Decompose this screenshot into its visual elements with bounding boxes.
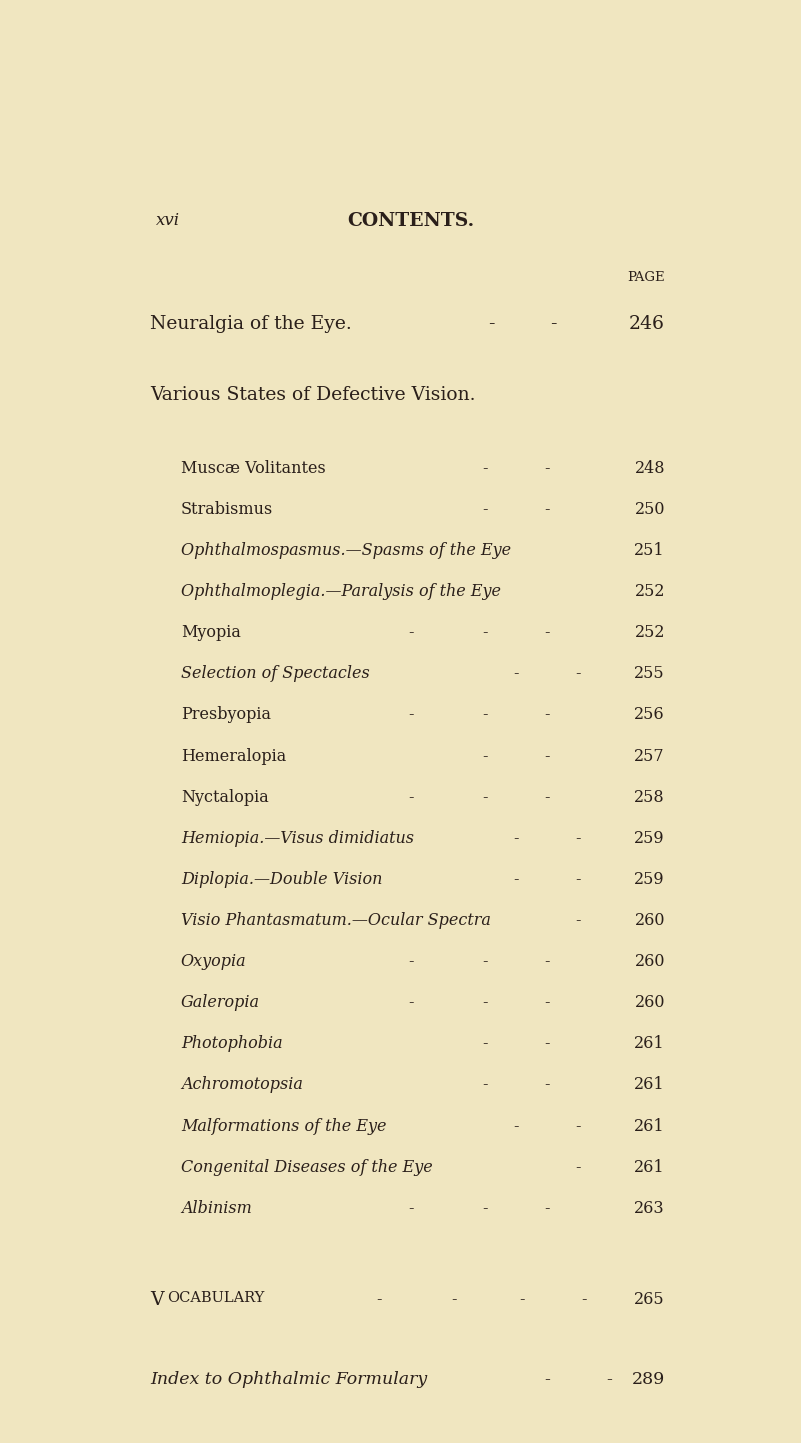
Text: Ophthalmoplegia.—Paralysis of the Eye: Ophthalmoplegia.—Paralysis of the Eye [181,583,501,600]
Text: Neuralgia of the Eye.: Neuralgia of the Eye. [150,316,352,333]
Text: -: - [482,994,488,1012]
Text: -: - [520,1291,525,1307]
Text: -: - [544,1371,550,1388]
Text: CONTENTS.: CONTENTS. [347,212,474,229]
Text: Hemeralopia: Hemeralopia [181,747,286,765]
Text: Congenital Diseases of the Eye: Congenital Diseases of the Eye [181,1159,433,1176]
Text: Muscæ Volitantes: Muscæ Volitantes [181,460,325,476]
Text: Various States of Defective Vision.: Various States of Defective Vision. [150,387,475,404]
Text: 252: 252 [634,583,665,600]
Text: -: - [408,789,413,805]
Text: -: - [482,789,488,805]
Text: 261: 261 [634,1076,665,1094]
Text: 259: 259 [634,872,665,887]
Text: -: - [545,460,549,476]
Text: -: - [408,707,413,723]
Text: -: - [545,1076,549,1094]
Text: -: - [513,830,519,847]
Text: -: - [513,1117,519,1134]
Text: -: - [545,954,549,970]
Text: -: - [582,1291,587,1307]
Text: -: - [545,1199,549,1216]
Text: -: - [545,994,549,1012]
Text: 252: 252 [634,625,665,641]
Text: xvi: xvi [156,212,180,229]
Text: Malformations of the Eye: Malformations of the Eye [181,1117,386,1134]
Text: 261: 261 [634,1159,665,1176]
Text: -: - [545,707,549,723]
Text: Hemiopia.—Visus dimidiatus: Hemiopia.—Visus dimidiatus [181,830,414,847]
Text: -: - [545,501,549,518]
Text: -: - [482,707,488,723]
Text: Photophobia: Photophobia [181,1036,283,1052]
Text: -: - [451,1291,457,1307]
Text: 248: 248 [634,460,665,476]
Text: 250: 250 [634,501,665,518]
Text: -: - [408,994,413,1012]
Text: 251: 251 [634,543,665,558]
Text: -: - [488,316,494,333]
Text: -: - [575,830,581,847]
Text: Ophthalmospasmus.—Spasms of the Eye: Ophthalmospasmus.—Spasms of the Eye [181,543,511,558]
Text: 255: 255 [634,665,665,683]
Text: -: - [550,316,557,333]
Text: -: - [575,912,581,929]
Text: -: - [482,954,488,970]
Text: -: - [482,1199,488,1216]
Text: 260: 260 [634,954,665,970]
Text: Selection of Spectacles: Selection of Spectacles [181,665,369,683]
Text: 259: 259 [634,830,665,847]
Text: 263: 263 [634,1199,665,1216]
Text: 261: 261 [634,1036,665,1052]
Text: -: - [482,747,488,765]
Text: Diplopia.—Double Vision: Diplopia.—Double Vision [181,872,382,887]
Text: PAGE: PAGE [627,271,665,284]
Text: -: - [545,747,549,765]
Text: -: - [482,1076,488,1094]
Text: Galeropia: Galeropia [181,994,260,1012]
Text: -: - [575,872,581,887]
Text: -: - [408,625,413,641]
Text: Albinism: Albinism [181,1199,252,1216]
Text: -: - [408,1199,413,1216]
Text: -: - [513,872,519,887]
Text: 246: 246 [629,316,665,333]
Text: 261: 261 [634,1117,665,1134]
Text: Strabismus: Strabismus [181,501,273,518]
Text: -: - [513,665,519,683]
Text: -: - [482,460,488,476]
Text: Presbyopia: Presbyopia [181,707,271,723]
Text: Index to Ophthalmic Formulary: Index to Ophthalmic Formulary [150,1371,427,1388]
Text: 265: 265 [634,1291,665,1307]
Text: V: V [150,1291,163,1309]
Text: 258: 258 [634,789,665,805]
Text: 260: 260 [634,994,665,1012]
Text: -: - [545,1036,549,1052]
Text: Visio Phantasmatum.—Ocular Spectra: Visio Phantasmatum.—Ocular Spectra [181,912,491,929]
Text: 260: 260 [634,912,665,929]
Text: -: - [575,1159,581,1176]
Text: 289: 289 [632,1371,665,1388]
Text: OCABULARY: OCABULARY [167,1291,264,1304]
Text: Myopia: Myopia [181,625,241,641]
Text: -: - [482,625,488,641]
Text: 257: 257 [634,747,665,765]
Text: -: - [575,665,581,683]
Text: -: - [482,501,488,518]
Text: Nyctalopia: Nyctalopia [181,789,268,805]
Text: 256: 256 [634,707,665,723]
Text: Oxyopia: Oxyopia [181,954,247,970]
Text: -: - [575,1117,581,1134]
Text: -: - [408,954,413,970]
Text: Achromotopsia: Achromotopsia [181,1076,303,1094]
Text: -: - [545,789,549,805]
Text: -: - [482,1036,488,1052]
Text: -: - [606,1371,612,1388]
Text: -: - [376,1291,382,1307]
Text: -: - [545,625,549,641]
